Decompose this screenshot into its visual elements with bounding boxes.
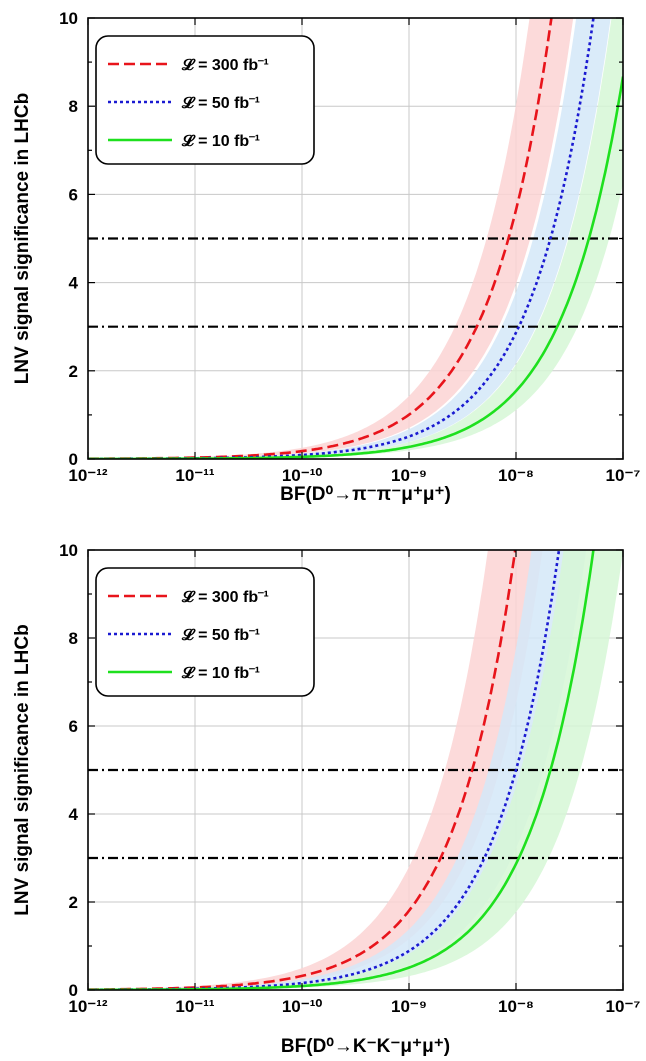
- ticks: [87, 17, 624, 460]
- x-axis-label: BF(D⁰→π⁻π⁻μ⁺μ⁺): [280, 484, 451, 505]
- x-tick-label: 10⁻¹²: [68, 466, 108, 485]
- x-tick-label: 10⁻⁸: [498, 997, 534, 1016]
- legend: 𝓛 = 300 fb⁻¹ 𝓛 = 50 fb⁻¹ 𝓛 = 10 fb⁻¹: [95, 567, 315, 697]
- x-axis-label: BF(D⁰→K⁻K⁻μ⁺μ⁺): [281, 1036, 450, 1057]
- y-tick-label: 8: [69, 629, 78, 648]
- x-tick-label: 10⁻¹¹: [175, 466, 215, 485]
- x-tick-label: 10⁻⁹: [391, 466, 427, 485]
- x-tick-label: 10⁻⁷: [606, 466, 641, 485]
- y-tick-label: 6: [69, 717, 78, 736]
- legend-label-2: 𝓛 = 50 fb⁻¹: [181, 627, 260, 644]
- x-tick-label: 10⁻¹²: [68, 997, 108, 1016]
- legend-box: [95, 35, 315, 165]
- legend-label-1: 𝓛 = 300 fb⁻¹: [181, 57, 269, 74]
- band-series-1: [88, 550, 543, 990]
- plot-area: [88, 18, 623, 459]
- legend-label-3: 𝓛 = 10 fb⁻¹: [181, 133, 260, 150]
- band-series-2: [88, 550, 587, 990]
- line-series-2: [88, 18, 595, 459]
- chart-panel-1: 10⁻¹² 10⁻¹¹ 10⁻¹⁰ 10⁻⁹ 10⁻⁸ 10⁻⁷ 0 2 4 6 8 10 BF(D⁰→…: [12, 9, 641, 505]
- y-tick-label: 2: [69, 893, 78, 912]
- y-tick-label: 10: [59, 541, 78, 560]
- x-tick-label: 10⁻¹¹: [175, 997, 215, 1016]
- y-tick-label: 2: [69, 362, 78, 381]
- band-series-1: [88, 18, 574, 459]
- line-series-1: [88, 550, 517, 990]
- band-series-3: [88, 550, 623, 990]
- x-tick-label: 10⁻¹⁰: [282, 466, 323, 485]
- legend-label-2: 𝓛 = 50 fb⁻¹: [181, 95, 260, 112]
- legend: 𝓛 = 300 fb⁻¹ 𝓛 = 50 fb⁻¹ 𝓛 = 10 fb⁻¹: [95, 35, 315, 165]
- ticks: [87, 549, 624, 991]
- legend-label-3: 𝓛 = 10 fb⁻¹: [181, 665, 260, 682]
- y-tick-label: 6: [69, 185, 78, 204]
- y-tick-label: 10: [59, 9, 78, 28]
- y-axis-label: LNV signal significance in LHCb: [12, 624, 33, 915]
- chart-panel-2: 10⁻¹² 10⁻¹¹ 10⁻¹⁰ 10⁻⁹ 10⁻⁸ 10⁻⁷ 0 2 4 6 8 10 BF(D⁰→…: [12, 541, 641, 1057]
- plot-area: [88, 550, 623, 990]
- y-tick-label: 4: [69, 274, 79, 293]
- x-tick-label: 10⁻¹⁰: [282, 997, 323, 1016]
- legend-label-1: 𝓛 = 300 fb⁻¹: [181, 589, 269, 606]
- y-tick-label: 0: [69, 981, 78, 1000]
- y-tick-label: 8: [69, 97, 78, 116]
- y-tick-label: 4: [69, 805, 79, 824]
- x-tick-label: 10⁻⁷: [606, 997, 641, 1016]
- x-tick-label: 10⁻⁸: [498, 466, 534, 485]
- y-tick-label: 0: [69, 450, 78, 469]
- x-tick-label: 10⁻⁹: [391, 997, 427, 1016]
- y-axis-label: LNV signal significance in LHCb: [12, 93, 33, 384]
- legend-box: [95, 567, 315, 697]
